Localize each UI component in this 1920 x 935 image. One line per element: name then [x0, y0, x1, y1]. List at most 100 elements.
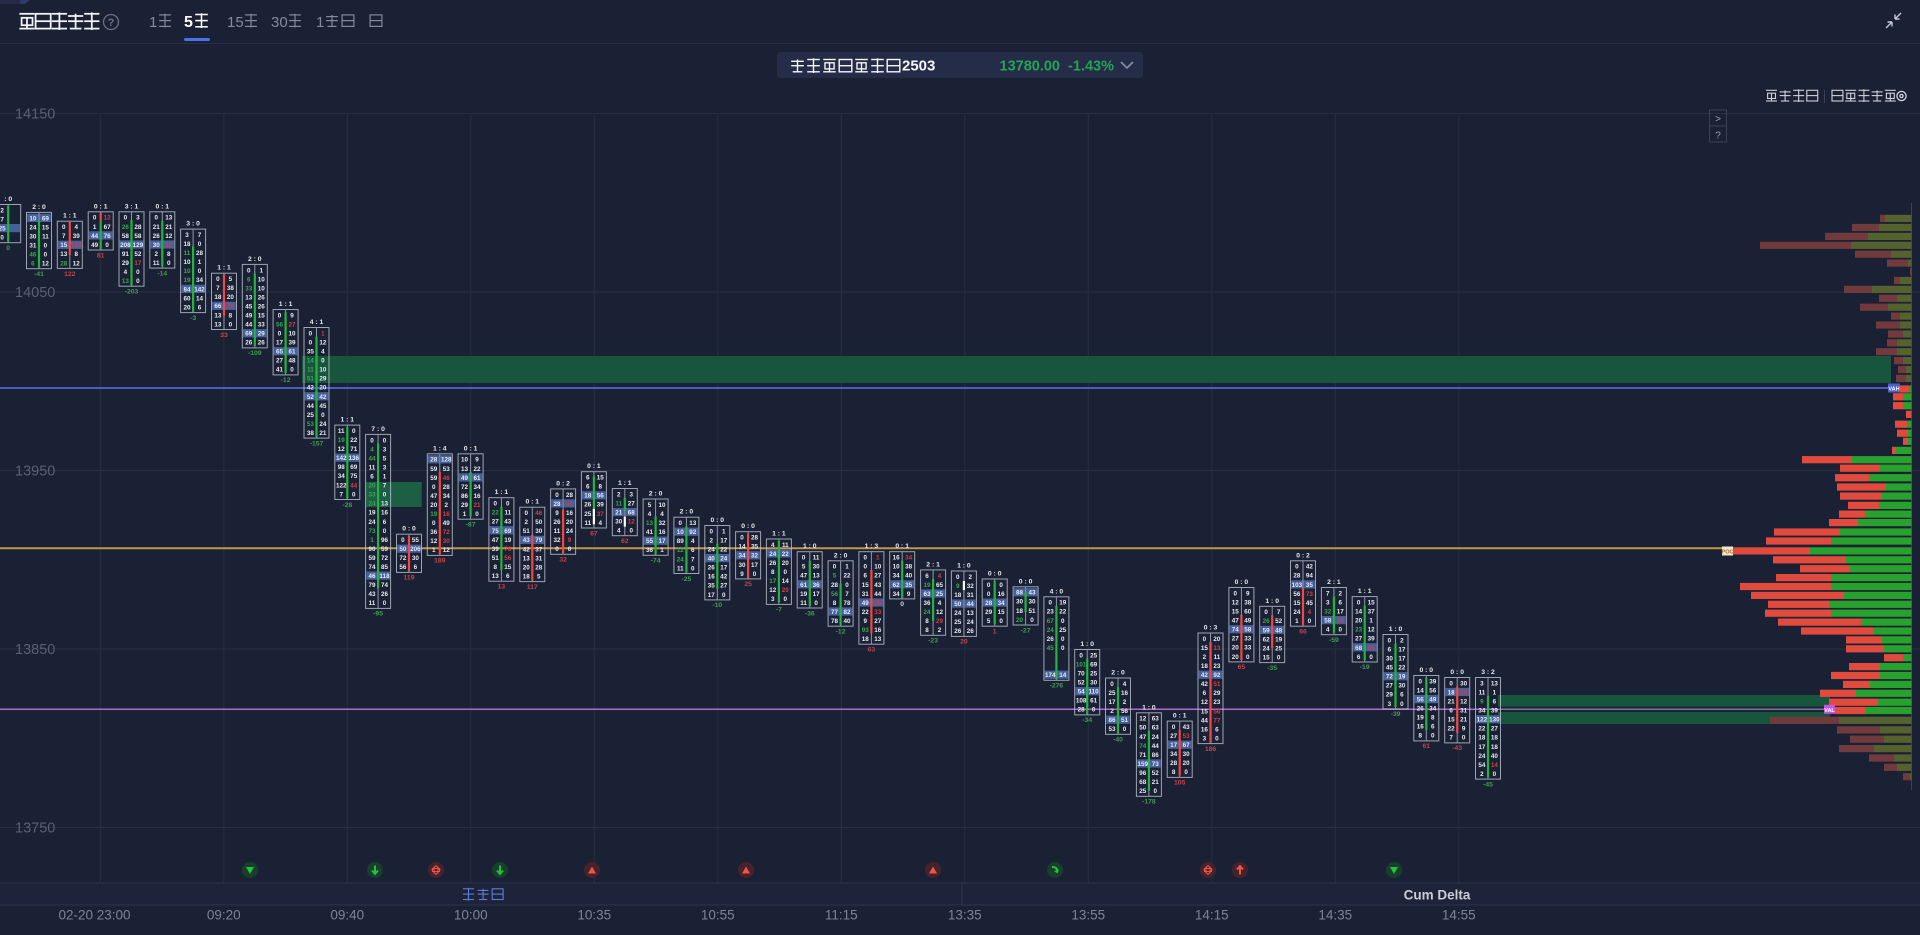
svg-text:38: 38 — [307, 430, 315, 437]
svg-text:15: 15 — [1448, 717, 1456, 724]
svg-text:-23: -23 — [928, 638, 938, 645]
svg-text:0: 0 — [198, 268, 202, 275]
svg-text:34: 34 — [443, 493, 451, 500]
svg-text:1 : 0: 1 : 0 — [1080, 641, 1094, 648]
svg-text:6: 6 — [586, 484, 590, 491]
svg-text:27: 27 — [628, 500, 636, 507]
svg-text:27: 27 — [1170, 733, 1178, 740]
svg-text:19: 19 — [368, 510, 376, 517]
svg-text:28: 28 — [831, 582, 839, 589]
svg-text:09:40: 09:40 — [330, 908, 364, 923]
svg-text:7: 7 — [0, 217, 4, 224]
svg-text:30: 30 — [153, 242, 161, 249]
svg-text:47: 47 — [800, 573, 808, 580]
svg-text:0: 0 — [864, 564, 868, 571]
svg-text:1: 1 — [845, 564, 849, 571]
svg-text:39: 39 — [73, 233, 81, 240]
svg-text:13950: 13950 — [15, 464, 55, 480]
svg-text:49: 49 — [443, 520, 451, 527]
svg-text:0: 0 — [1369, 654, 1373, 661]
svg-text:61: 61 — [288, 349, 296, 356]
svg-text:30: 30 — [1016, 599, 1024, 606]
svg-text:2 : 1: 2 : 1 — [926, 561, 940, 568]
svg-text:1 : 1: 1 : 1 — [63, 213, 77, 220]
svg-text:17: 17 — [1108, 699, 1116, 706]
svg-text:1: 1 — [660, 547, 664, 554]
svg-text:96: 96 — [381, 537, 389, 544]
svg-text:81: 81 — [97, 252, 105, 259]
svg-text:15: 15 — [42, 224, 50, 231]
svg-text:4: 4 — [660, 511, 664, 518]
svg-text:44: 44 — [967, 601, 975, 608]
svg-text:30: 30 — [1398, 683, 1406, 690]
svg-text:5: 5 — [833, 573, 837, 580]
svg-text:24: 24 — [720, 556, 728, 563]
svg-text:13: 13 — [1213, 645, 1221, 652]
svg-text:36: 36 — [813, 582, 821, 589]
svg-text:-95: -95 — [373, 611, 383, 618]
svg-text:5: 5 — [184, 14, 193, 31]
svg-text:0: 0 — [167, 260, 171, 267]
svg-text:6: 6 — [1493, 699, 1497, 706]
svg-text:26: 26 — [584, 502, 592, 509]
svg-text:0: 0 — [105, 242, 109, 249]
svg-text:3: 3 — [185, 232, 189, 239]
svg-text:4: 4 — [599, 520, 603, 527]
svg-text:4: 4 — [321, 349, 325, 356]
svg-text:51: 51 — [492, 555, 500, 562]
svg-text:63: 63 — [1152, 725, 1160, 732]
svg-text:18: 18 — [183, 241, 191, 248]
svg-text:11: 11 — [782, 542, 789, 549]
svg-text:-157: -157 — [310, 440, 324, 447]
svg-text:20: 20 — [183, 304, 191, 311]
svg-text:30: 30 — [535, 528, 543, 535]
svg-text:7: 7 — [1326, 590, 1330, 597]
svg-text:1 : 4: 1 : 4 — [433, 445, 447, 452]
svg-text:20: 20 — [960, 639, 968, 646]
svg-text:1: 1 — [370, 537, 374, 544]
svg-text:25: 25 — [0, 226, 6, 233]
svg-text:31: 31 — [862, 591, 870, 598]
svg-text:32: 32 — [751, 553, 759, 560]
svg-text:12: 12 — [338, 446, 346, 453]
svg-text:13: 13 — [874, 636, 882, 643]
svg-text:67: 67 — [1047, 618, 1055, 625]
svg-text:0: 0 — [784, 596, 788, 603]
svg-text:1: 1 — [316, 14, 324, 31]
svg-text:61: 61 — [1423, 743, 1431, 750]
svg-text:32: 32 — [967, 583, 975, 590]
svg-text:12: 12 — [443, 547, 451, 554]
svg-text:24: 24 — [769, 551, 777, 558]
svg-text:12: 12 — [73, 260, 81, 267]
svg-text:1 : 1: 1 : 1 — [340, 417, 354, 424]
svg-text:23: 23 — [1355, 627, 1363, 634]
svg-text:1: 1 — [1493, 689, 1497, 696]
svg-text:22: 22 — [862, 609, 870, 616]
svg-text:14: 14 — [1417, 687, 1425, 694]
svg-text:17: 17 — [276, 340, 284, 347]
svg-text:142: 142 — [336, 455, 347, 462]
svg-text:-3: -3 — [190, 315, 196, 322]
svg-text:0: 0 — [321, 358, 325, 365]
svg-text:55: 55 — [646, 538, 654, 545]
svg-text:31: 31 — [29, 243, 37, 250]
svg-text:26: 26 — [1417, 706, 1425, 713]
svg-text:9: 9 — [956, 583, 960, 590]
svg-text:>: > — [1715, 114, 1721, 125]
svg-text:12: 12 — [165, 233, 173, 240]
svg-text:15: 15 — [1232, 609, 1240, 616]
svg-text:2 : 0: 2 : 0 — [834, 552, 848, 559]
svg-text:30: 30 — [443, 538, 451, 545]
svg-text:0 : 0: 0 : 0 — [710, 517, 724, 524]
svg-text:45: 45 — [319, 403, 327, 410]
svg-text:0: 0 — [401, 537, 405, 544]
svg-text:9: 9 — [1246, 590, 1250, 597]
svg-text:9: 9 — [1480, 699, 1484, 706]
svg-text:6: 6 — [691, 547, 695, 554]
svg-text:63: 63 — [1152, 716, 1160, 723]
svg-text:58: 58 — [122, 233, 130, 240]
svg-text:10:35: 10:35 — [577, 908, 611, 923]
svg-text:-27: -27 — [1021, 627, 1031, 634]
svg-text:15: 15 — [862, 582, 870, 589]
svg-text:71: 71 — [1139, 752, 1147, 759]
